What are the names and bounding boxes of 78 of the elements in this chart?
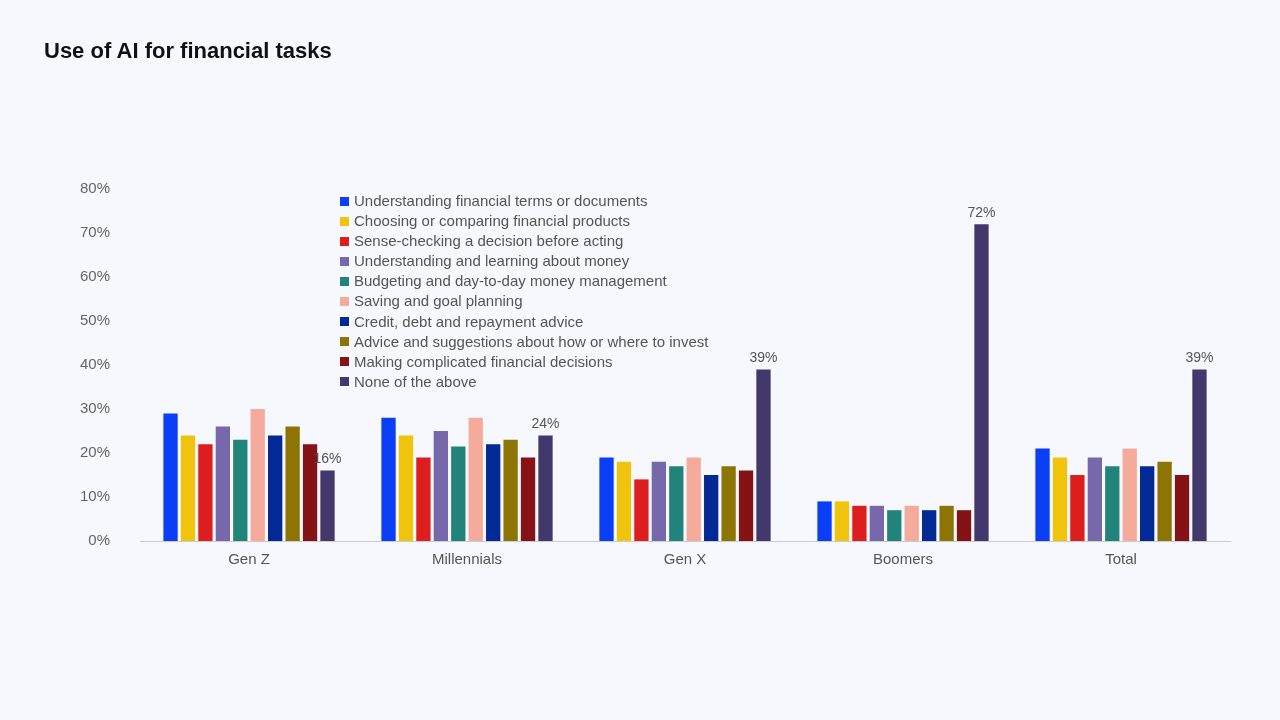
- bar: [1070, 475, 1085, 541]
- bar: [738, 470, 754, 541]
- data-label: 72%: [967, 204, 996, 221]
- bar: [721, 466, 736, 541]
- bar: [381, 417, 396, 541]
- bar: [869, 505, 884, 541]
- bar: [416, 457, 431, 541]
- bar: [1122, 448, 1137, 541]
- chart-title: Use of AI for financial tasks: [44, 38, 332, 64]
- data-label: 24%: [531, 415, 560, 432]
- bar: [669, 466, 684, 541]
- bar: [852, 505, 867, 541]
- legend-label: Sense-checking a decision before acting: [354, 231, 624, 252]
- bar: [974, 224, 989, 541]
- bar: [1105, 466, 1120, 541]
- bar: [233, 439, 248, 541]
- bar: [1035, 448, 1050, 541]
- bar: [198, 444, 213, 541]
- bar: [599, 457, 614, 541]
- bar: [756, 369, 771, 541]
- bar: [1192, 369, 1207, 541]
- x-tick-label: Boomers: [872, 550, 934, 568]
- legend-label: Advice and suggestions about how or where to invest: [354, 331, 709, 352]
- bar: [215, 426, 231, 541]
- bar: [887, 510, 902, 541]
- bar: [616, 461, 632, 541]
- y-tick-label: 40%: [79, 355, 111, 373]
- legend-label: Budgeting and day-to-day money management: [354, 271, 667, 292]
- legend-label: Understanding and learning about money: [354, 251, 630, 272]
- bar: [939, 505, 954, 541]
- x-tick-label: Total: [1105, 550, 1137, 568]
- bar: [922, 510, 937, 541]
- bar: [817, 501, 832, 541]
- y-tick-label: 60%: [79, 267, 111, 285]
- bar: [468, 417, 483, 541]
- bar: [1174, 475, 1190, 541]
- bar: [1140, 466, 1155, 541]
- bar: [520, 457, 536, 541]
- bar: [250, 409, 265, 541]
- y-tick-label: 10%: [79, 487, 111, 505]
- bar: [634, 479, 649, 541]
- y-tick-label: 0%: [88, 531, 111, 549]
- bar: [180, 435, 196, 541]
- bar: [285, 426, 300, 541]
- legend-label: Understanding financial terms or documents: [354, 191, 648, 211]
- bar: [320, 470, 335, 541]
- bar: [1052, 457, 1068, 541]
- bar: [486, 444, 501, 541]
- bar: [503, 439, 518, 541]
- bar: [1087, 457, 1102, 541]
- x-tick-label: Gen Z: [228, 550, 270, 568]
- x-tick-label: Gen X: [663, 550, 707, 568]
- legend-label: Credit, debt and repayment advice: [354, 311, 584, 332]
- bar: [834, 501, 850, 541]
- bar: [704, 475, 719, 541]
- bar: [1157, 461, 1172, 541]
- bar: [956, 510, 972, 541]
- y-tick-label: 70%: [79, 223, 111, 241]
- y-tick-label: 50%: [79, 311, 111, 329]
- bar: [398, 435, 414, 541]
- bar: [904, 505, 919, 541]
- bar: [433, 431, 449, 541]
- bar: [538, 435, 553, 541]
- legend-label: Choosing or comparing financial products: [354, 211, 630, 232]
- y-tick-label: 30%: [79, 399, 111, 417]
- y-tick-label: 20%: [79, 443, 111, 461]
- data-label: 39%: [1185, 349, 1214, 366]
- legend-label: Making complicated financial decisions: [354, 351, 613, 372]
- bar: [451, 446, 466, 541]
- x-tick-label: Millennials: [432, 550, 503, 568]
- bar: [268, 435, 283, 541]
- bar: [163, 413, 178, 541]
- y-tick-label: 80%: [79, 179, 111, 197]
- data-label: 39%: [749, 349, 778, 366]
- bar: [651, 461, 666, 541]
- legend-label: Saving and goal planning: [354, 291, 523, 312]
- bar: [686, 457, 701, 541]
- legend-label: None of the above: [354, 371, 477, 392]
